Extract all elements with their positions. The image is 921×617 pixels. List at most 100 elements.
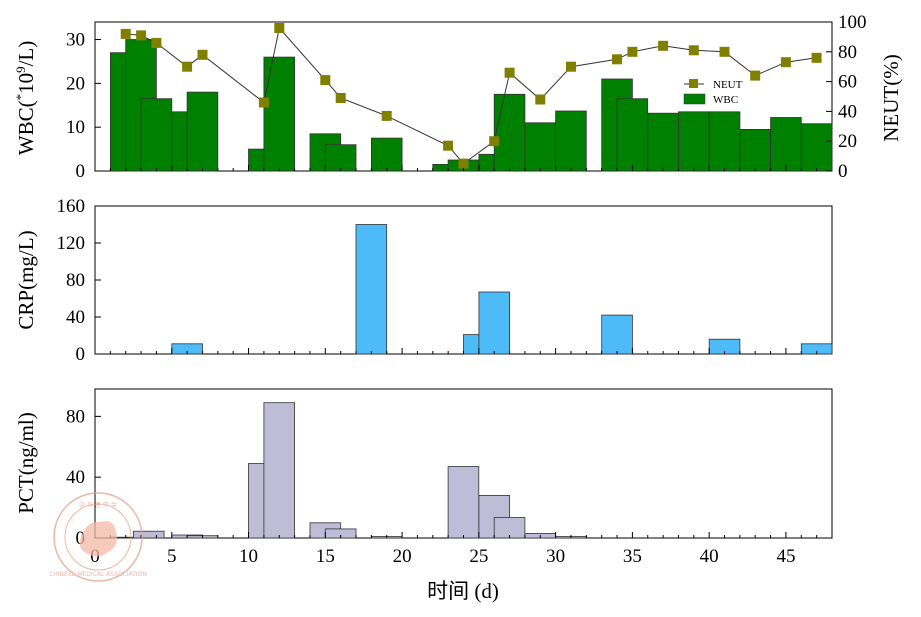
seal-text-bottom: CHINESE MEDICAL ASSOCIATION [49, 571, 147, 578]
x-tick-label-10: 10 [239, 546, 258, 567]
neut-point-8 [335, 93, 346, 103]
neut-point-2 [151, 37, 162, 48]
y-right-tick-label-40: 40 [838, 101, 857, 122]
neut-point-21 [750, 70, 761, 81]
neut-point-6 [274, 23, 285, 33]
panel-pct: 0 5 10 15 20 25 30 35 40 45 0 40 80 PCT(ng/ml) 时间 (… [14, 388, 833, 603]
wbc-neut-bar-21 [739, 128, 772, 172]
pct-bars [110, 402, 587, 539]
legend: NEUT WBC [683, 79, 743, 106]
pct-bar-5 [263, 402, 295, 539]
y-tick-label-pct-40: 40 [66, 467, 85, 488]
legend-label-wbc: WBC [713, 94, 738, 106]
crp-bar-3 [478, 291, 510, 355]
wbc-neut-bar-15 [555, 110, 587, 172]
y-right-tick-label-100: 100 [838, 12, 867, 33]
wbc-neut-bar-18 [647, 112, 679, 172]
pct-bar-1 [132, 530, 165, 539]
x-tick-label-25: 25 [469, 546, 488, 567]
wbc-neut-bar-19 [678, 111, 710, 172]
neut-point-18 [658, 40, 669, 51]
seal-inner-ring [64, 503, 132, 571]
y-right-tick-label-80: 80 [838, 42, 857, 63]
legend-marker-swatch [689, 79, 698, 88]
y-tick-label-wbc-neut-10: 10 [66, 117, 85, 138]
neut-point-11 [458, 158, 469, 169]
y-tick-label-crp-80: 80 [66, 270, 85, 291]
panel-wbc-y-ticks-right: 0 20 40 60 80 100 [826, 12, 867, 182]
neut-point-22 [780, 57, 791, 68]
y-tick-label-crp-0: 0 [76, 344, 86, 365]
panel-wbc-neut: 0 10 20 30 0 20 40 60 80 100 WBC(*109/L) NEUT(%)… [13, 12, 903, 182]
y-right-tick-label-0: 0 [838, 161, 848, 182]
panel-pct-y-ticks: 0 40 80 [66, 406, 101, 549]
y-tick-label-crp-160: 160 [57, 196, 86, 217]
neut-point-16 [612, 54, 622, 65]
panel-crp-x-ticks [94, 348, 818, 354]
neut-point-13 [504, 67, 515, 78]
neut-point-14 [535, 94, 546, 105]
panel-wbc-x-ticks [94, 165, 818, 171]
neut-point-12 [489, 136, 500, 147]
wbc-neut-bar-20 [708, 111, 741, 172]
neut-point-9 [381, 110, 392, 121]
wbc-axis-title: WBC(*109/L) [13, 41, 38, 155]
y-tick-label-wbc-neut-30: 30 [66, 30, 85, 51]
wbc-neut-bar-8 [324, 144, 357, 172]
neut-point-19 [688, 45, 699, 56]
crp-bar-4 [601, 314, 633, 355]
wbc-neut-bar-14 [524, 122, 557, 172]
neut-point-3 [182, 61, 193, 72]
panel-crp-frame [94, 205, 833, 355]
neut-point-7 [320, 75, 331, 86]
seal-text-top: 中 华 医 学 会 [79, 501, 117, 509]
neut-point-17 [627, 46, 638, 57]
wbc-neut-bar-17 [616, 98, 649, 172]
x-axis-title: 时间 (d) [427, 579, 499, 603]
pct-bar-11 [493, 517, 526, 539]
y-tick-label-crp-40: 40 [66, 307, 85, 328]
legend-bar-swatch [683, 93, 706, 105]
neut-point-10 [443, 140, 454, 151]
wbc-neut-bar-9 [370, 137, 403, 172]
neut-point-4 [197, 49, 208, 60]
neut-point-5 [258, 97, 269, 108]
legend-label-neut: NEUT [713, 79, 743, 91]
neut-point-20 [719, 46, 730, 57]
y-tick-label-crp-120: 120 [57, 233, 86, 254]
x-tick-label-0: 0 [90, 546, 100, 567]
x-tick-label-5: 5 [167, 546, 177, 567]
wbc-neut-bar-4 [186, 91, 219, 172]
neut-axis-title: NEUT(%) [879, 54, 903, 141]
pct-axis-title: PCT(ng/ml) [14, 412, 38, 514]
seal-outer-ring [53, 492, 143, 582]
seal-map-emblem [79, 521, 117, 557]
pct-bar-9 [447, 466, 480, 539]
neut-point-15 [566, 61, 576, 72]
y-tick-label-wbc-neut-20: 20 [66, 73, 85, 94]
x-tick-label-45: 45 [776, 546, 795, 567]
wbc-neut-bar-13 [493, 93, 526, 172]
neut-point-0 [120, 28, 131, 39]
x-tick-label-20: 20 [393, 546, 412, 567]
y-right-tick-label-20: 20 [838, 131, 857, 152]
watermark-seal: 中 华 医 学 会 CHINESE MEDICAL ASSOCIATION [49, 492, 147, 582]
wbc-neut-bar-2 [140, 98, 173, 172]
y-tick-label-pct-80: 80 [66, 406, 85, 427]
x-tick-label-30: 30 [546, 546, 565, 567]
x-tick-label-35: 35 [623, 546, 642, 567]
crp-axis-title: CRP(mg/L) [14, 230, 38, 329]
wbc-neut-bar-6 [263, 56, 295, 172]
neut-point-23 [811, 52, 822, 63]
crp-bars [171, 224, 833, 355]
panel-crp-y-ticks: 0 40 80 120 160 [57, 196, 101, 365]
panel-pct-x-ticks: 0 5 10 15 20 25 30 35 40 45 [90, 532, 818, 567]
neut-line [120, 23, 822, 169]
x-tick-label-40: 40 [700, 546, 719, 567]
x-tick-label-15: 15 [316, 546, 335, 567]
crp-bar-1 [355, 224, 388, 355]
neut-point-1 [136, 30, 147, 41]
y-tick-label-pct-0: 0 [76, 528, 86, 549]
panel-crp: 0 40 80 120 160 CRP(mg/L) [14, 196, 833, 365]
